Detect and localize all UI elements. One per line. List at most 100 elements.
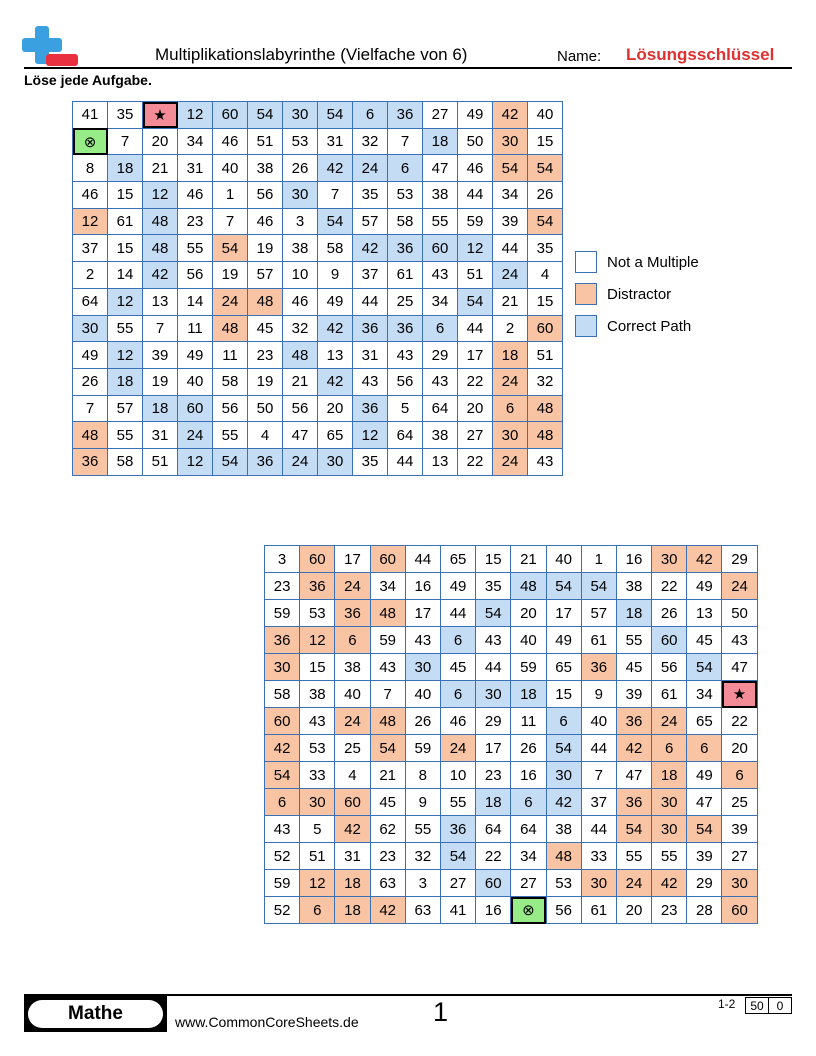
maze-cell: 15 [527,127,563,156]
maze-cell: 55 [212,421,248,449]
maze-cell: 54 [686,815,723,843]
maze-cell: 48 [527,421,563,449]
maze-cell: 42 [317,154,353,183]
maze-cell: 24 [282,447,318,476]
maze-cell: 24 [439,734,477,762]
maze-cell: 60 [651,626,688,654]
maze-cell: 30 [492,127,528,156]
maze-cell: 26 [527,181,563,209]
maze-cell: 44 [580,815,617,843]
maze-cell: 53 [387,181,423,209]
maze-cell: 30 [580,869,617,897]
maze-cell: 23 [475,761,512,789]
maze-cell: 44 [387,447,423,476]
maze-cell: 54 [247,101,283,129]
maze-cell: 19 [247,234,283,263]
maze-cell: 38 [545,815,582,843]
legend-label: Distractor [607,285,672,303]
maze-cell: 6 [439,680,477,708]
maze-start-star-icon: ★ [721,680,758,708]
maze-cell: 38 [422,181,458,209]
maze-cell: 15 [299,653,336,681]
maze-cell: 57 [107,394,143,423]
maze-cell: 44 [352,287,388,316]
maze-cell: 54 [615,815,653,843]
maze-cell: 30 [263,653,301,681]
maze-cell: 48 [212,314,248,343]
footer-website: www.CommonCoreSheets.de [175,1014,359,1030]
maze-cell: 44 [457,314,493,343]
maze-cell: 49 [177,341,213,369]
maze-cell: 46 [457,154,493,183]
maze-cell: 51 [527,341,563,369]
maze-cell: 42 [334,815,371,843]
maze-cell: 16 [510,761,547,789]
maze-cell: 30 [721,869,758,897]
maze-cell: 65 [686,707,723,735]
maze-cell: 48 [247,287,283,316]
maze-cell: 43 [721,626,758,654]
maze-cell: 18 [142,394,178,423]
maze-cell: 38 [334,653,371,681]
maze-cell: 43 [404,626,441,654]
maze-cell: 54 [492,154,528,183]
maze-cell: 21 [142,154,178,183]
maze-cell: 57 [247,261,283,289]
score-zero: 0 [768,997,792,1014]
maze-cell: 14 [177,287,213,316]
maze-cell: 16 [615,545,653,573]
maze-cell: 40 [510,626,547,654]
header-divider [24,67,792,69]
maze-cell: 36 [439,815,477,843]
maze-cell: 54 [475,599,512,627]
maze-row: 42 53 25 54 59 24 17 26 54 44 42 6 6 20 [263,734,758,762]
maze-cell: 37 [352,261,388,289]
maze-cell: 8 [72,154,108,183]
maze-cell: 35 [527,234,563,263]
maze-cell: 30 [651,815,688,843]
maze-cell: 32 [282,314,318,343]
maze-cell: 30 [651,545,688,573]
maze-cell: 53 [545,869,582,897]
maze-cell: 45 [369,788,406,816]
maze-cell: 24 [615,869,653,897]
maze-cell: 48 [527,394,563,423]
maze-cell: 11 [212,341,248,369]
maze-cell: 59 [369,626,406,654]
maze-cell: 18 [651,761,688,789]
maze-cell: 36 [299,572,336,600]
maze-cell: 27 [457,421,493,449]
maze-cell: 40 [334,680,371,708]
legend: Not a Multiple Distractor Correct Path [575,246,699,342]
maze-cell: 55 [107,314,143,343]
maze-cell: 33 [580,842,617,870]
maze-cell: 35 [107,101,143,129]
name-label: Name: [557,48,602,65]
maze-cell: 54 [212,234,248,263]
maze-cell: 24 [212,287,248,316]
maze-cell: 57 [352,207,388,236]
maze-cell: 36 [615,788,653,816]
maze-cell: 60 [263,707,301,735]
maze-cell: 60 [527,314,563,343]
maze-cell: 11 [177,314,213,343]
maze-cell: 62 [369,815,406,843]
maze-cell: 29 [422,341,458,369]
maze-cell: 48 [282,341,318,369]
maze-cell: 18 [475,788,512,816]
maze-cell: 18 [334,869,371,897]
maze-cell: 29 [686,869,723,897]
maze-cell: 41 [439,896,477,924]
maze-cell: 40 [177,367,213,396]
maze-cell: 49 [686,572,723,600]
maze-cell: 19 [212,261,248,289]
maze-cell: 42 [651,869,688,897]
maze-cell: 30 [72,314,108,343]
maze-cell: 42 [686,545,723,573]
maze-cell: 30 [404,653,441,681]
footer-divider [24,994,792,996]
maze-cell: 38 [247,154,283,183]
maze-cell: 39 [142,341,178,369]
maze-cell: 15 [107,181,143,209]
maze-cell: 43 [352,367,388,396]
